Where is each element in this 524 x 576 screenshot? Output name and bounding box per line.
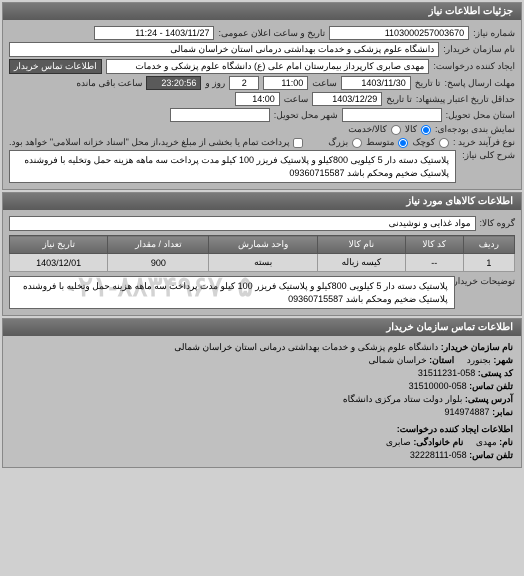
contact-header: اطلاعات تماس سازمان خریدار — [3, 319, 521, 336]
validity-time-field: 14:00 — [235, 92, 280, 106]
days-left-field: 2 — [229, 76, 259, 90]
buyer-name-field: دانشگاه علوم پزشکی و خدمات بهداشتی درمان… — [9, 42, 439, 57]
hour-label-1: ساعت — [312, 78, 337, 89]
announce-label: تاریخ و ساعت اعلان عمومی: — [218, 28, 325, 39]
requester-field: مهدی صابری کارپرداز بیمارستان امام علی (… — [106, 59, 430, 74]
buyer-name-label: نام سازمان خریدار: — [443, 44, 515, 55]
budget-label: نمایش بندی بودجه‌ای: — [435, 124, 515, 135]
r-family-lbl: نام خانوادگی: — [413, 437, 463, 447]
table-cell: کیسه زباله — [317, 254, 405, 272]
table-cell: 1403/12/01 — [10, 254, 108, 272]
deadline-label: مهلت ارسال پاسخ: — [444, 78, 515, 89]
requester-label: ایجاد کننده درخواست: — [433, 61, 515, 72]
province-label: استان محل تحویل: — [446, 110, 515, 121]
large-label: بزرگ — [328, 137, 348, 148]
desc-label: شرح کلی نیاز: — [460, 150, 515, 161]
desc-field: پلاستیک دسته دار 5 کیلویی 800کیلو و پلاس… — [9, 150, 456, 183]
time-left-field: 23:20:56 — [146, 76, 201, 90]
c-city-val: بجنورد — [467, 355, 491, 365]
announce-field: 1403/11/27 - 11:24 — [94, 26, 214, 40]
r-family-val: صابری — [386, 437, 411, 447]
table-cell: -- — [405, 254, 463, 272]
table-cell: 900 — [108, 254, 209, 272]
r-phone-val: 058-32228111 — [410, 450, 467, 460]
kharid-radio[interactable] — [391, 125, 401, 135]
table-header: تعداد / مقدار — [108, 236, 209, 254]
city-label: شهر محل تحویل: — [274, 110, 338, 121]
org-name-val: دانشگاه علوم پزشکی و خدمات بهداشتی درمان… — [174, 342, 438, 352]
c-phone-lbl: تلفن تماس: — [469, 381, 513, 391]
validity-date-field: 1403/12/29 — [312, 92, 382, 106]
request-no-label: شماره نیاز: — [473, 28, 515, 39]
table-header: تاریخ نیاز — [10, 236, 108, 254]
c-fax-val: 914974887 — [445, 407, 490, 417]
goods-group-label: گروه کالا: — [480, 218, 515, 229]
c-addr-lbl: آدرس پستی: — [465, 394, 513, 404]
table-cell: 1 — [463, 254, 514, 272]
to-date-label: تا تاریخ — [415, 78, 441, 89]
table-header: ردیف — [463, 236, 514, 254]
goods-header: اطلاعات کالاهای مورد نیاز — [3, 193, 521, 210]
r-phone-lbl: تلفن تماس: — [469, 450, 513, 460]
validity-label: حداقل تاریخ اعتبار پیشنهاد: — [416, 94, 515, 105]
c-postal-lbl: کد پستی: — [478, 368, 513, 378]
medium-radio[interactable] — [398, 138, 408, 148]
days-and-label: روز و — [205, 78, 225, 89]
goods-panel: اطلاعات کالاهای مورد نیاز گروه کالا: موا… — [2, 192, 522, 316]
request-no-field: 1103000257003670 — [329, 26, 469, 40]
c-prov-lbl: استان: — [429, 355, 454, 365]
table-header: کد کالا — [405, 236, 463, 254]
kala-label: کالا — [405, 124, 417, 135]
c-postal-val: 058-31511231 — [418, 368, 475, 378]
details-panel: جزئیات اطلاعات نیاز شماره نیاز: 11030002… — [2, 2, 522, 190]
payment-label: پرداخت تمام یا بخشی از مبلغ خرید،از محل … — [9, 137, 289, 148]
req-contact-hdr: اطلاعات ایجاد کننده درخواست: — [11, 424, 513, 435]
agreement-label: نوع فرآیند خرید : — [453, 137, 515, 148]
buyer-desc-label: توضیحات خریدار: — [459, 276, 515, 287]
medium-label: متوسط — [366, 137, 394, 148]
to-date-label-2: تا تاریخ — [386, 94, 412, 105]
c-fax-lbl: نمابر: — [492, 407, 513, 417]
large-radio[interactable] — [352, 138, 362, 148]
goods-group-field: مواد غذایی و نوشیدنی — [9, 216, 476, 231]
contact-panel: اطلاعات تماس سازمان خریدار نام سازمان خر… — [2, 318, 522, 468]
deadline-time-field: 11:00 — [263, 76, 308, 90]
c-phone-val: 058-31510000 — [409, 381, 467, 391]
table-cell: بسته — [209, 254, 318, 272]
buyer-contact-button[interactable]: اطلاعات تماس خریدار — [9, 59, 102, 74]
details-header: جزئیات اطلاعات نیاز — [3, 3, 521, 20]
c-city-lbl: شهر: — [493, 355, 513, 365]
buyer-desc-field: پلاستیک دسته دار 5 کیلویی 800کیلو و پلاس… — [9, 276, 455, 309]
c-addr-val: بلوار دولت ستاد مرکزی دانشگاه — [343, 394, 462, 404]
table-header: نام کالا — [317, 236, 405, 254]
table-header: واحد شمارش — [209, 236, 318, 254]
r-name-val: مهدی — [476, 437, 497, 447]
table-row: 1--کیسه زبالهبسته9001403/12/01 — [10, 254, 515, 272]
city-field — [170, 108, 270, 122]
hour-label-2: ساعت — [284, 94, 309, 105]
goods-table: ردیفکد کالانام کالاواحد شمارشتعداد / مقد… — [9, 235, 515, 272]
province-field — [342, 108, 442, 122]
deadline-date-field: 1403/11/30 — [341, 76, 411, 90]
c-prov-val: خراسان شمالی — [368, 355, 426, 365]
remaining-label: ساعت باقی مانده — [76, 78, 142, 89]
r-name-lbl: نام: — [499, 437, 513, 447]
small-label: کوچک — [412, 137, 435, 148]
org-name-lbl: نام سازمان خریدار: — [441, 342, 513, 352]
small-radio[interactable] — [439, 138, 449, 148]
payment-checkbox[interactable] — [293, 138, 303, 148]
kharid-label: کالا/خدمت — [348, 124, 387, 135]
kala-radio[interactable] — [421, 125, 431, 135]
